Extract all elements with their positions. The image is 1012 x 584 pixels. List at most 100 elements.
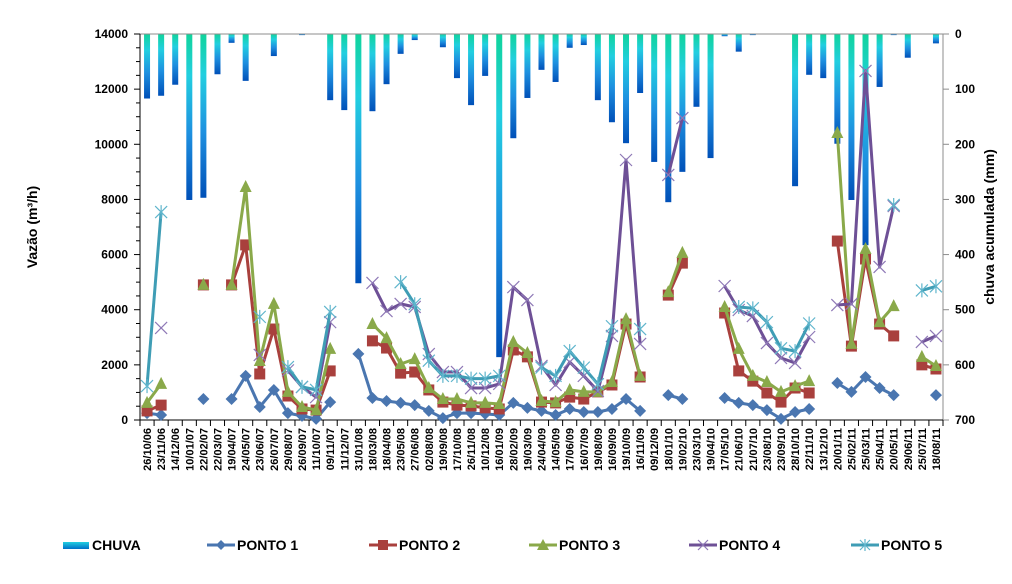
left-tick-label: 10000 (95, 137, 129, 151)
x-tick-label: 23/06/07 (255, 428, 267, 471)
data-point (746, 399, 759, 412)
series-line (399, 281, 500, 381)
x-tick-label: 23/08/10 (762, 428, 774, 471)
data-point (732, 341, 745, 354)
data-point (577, 406, 590, 419)
diamond-marker-icon (207, 540, 235, 550)
data-point (915, 349, 928, 362)
rain-bar (397, 34, 404, 54)
rain-bar (806, 34, 813, 75)
x-tick-label: 19/09/08 (438, 428, 450, 471)
data-point (366, 335, 378, 347)
x-tick-label: 23/05/08 (396, 428, 408, 471)
data-point (281, 407, 294, 420)
data-point (408, 399, 421, 412)
data-point (760, 315, 774, 330)
rain-bars (144, 34, 939, 358)
left-axis-title: Vazão (m³/h) (24, 186, 40, 268)
legend-item-ponto-1: PONTO 1 (207, 533, 298, 557)
data-point (395, 367, 407, 379)
legend: CHUVA PONTO 1 PONTO 2 PONTO 3 PONTO 4 PO… (0, 533, 1012, 557)
data-point (929, 279, 943, 294)
data-point (140, 379, 154, 394)
series-line (738, 305, 811, 353)
star-marker-icon (851, 539, 879, 551)
data-point (507, 344, 519, 356)
rain-bar (862, 34, 869, 246)
data-point (761, 387, 773, 399)
x-tick-label: 28/02/09 (508, 428, 520, 471)
rain-bar (299, 34, 306, 36)
left-tick-label: 4000 (101, 303, 128, 317)
data-point (366, 276, 379, 290)
legend-item-ponto-5: PONTO 5 (851, 533, 942, 557)
legend-label: PONTO 4 (719, 537, 781, 553)
rain-bar (693, 34, 700, 107)
series-ponto-1 (141, 347, 942, 425)
data-point (296, 400, 309, 413)
rain-bar (552, 34, 559, 82)
right-tick-label: 400 (955, 248, 975, 262)
rain-bar (214, 34, 221, 75)
x-tick-label: 19/02/10 (677, 428, 689, 471)
right-tick-label: 300 (955, 192, 975, 206)
data-point (310, 403, 323, 416)
data-point (676, 245, 689, 258)
data-point (916, 359, 928, 371)
data-point (831, 125, 844, 138)
x-tick-label: 09/12/09 (649, 428, 661, 471)
x-tick-label: 16/07/09 (579, 428, 591, 471)
x-axis-tick-labels: 26/10/06 23/11/06 14/12/06 10/01/07 22/02/07… (142, 428, 943, 471)
series-ponto-3 (141, 125, 942, 416)
left-tick-label: 14000 (95, 27, 129, 41)
data-point (408, 352, 421, 365)
data-point (394, 275, 408, 290)
data-point (155, 399, 167, 411)
data-point (535, 393, 548, 406)
data-point (915, 335, 929, 349)
rain-bar (228, 34, 235, 43)
data-point (493, 397, 506, 410)
data-point (605, 374, 618, 387)
data-point (929, 358, 942, 371)
data-point (492, 368, 506, 383)
data-point (394, 297, 408, 311)
rain-bar (524, 34, 531, 98)
data-point (380, 331, 393, 344)
series-ponto-2 (141, 235, 942, 417)
legend-label: PONTO 2 (399, 537, 461, 553)
data-point (915, 283, 929, 298)
rain-bar (707, 34, 714, 159)
data-point (352, 347, 365, 360)
data-point (577, 384, 590, 397)
data-point (451, 399, 463, 411)
left-tick-label: 2000 (101, 358, 128, 372)
data-point (450, 368, 464, 383)
data-point (381, 342, 393, 354)
data-point (436, 412, 449, 425)
x-tick-label: 11/12/07 (339, 428, 351, 470)
data-point (591, 406, 604, 419)
x-tick-label: 13/12/10 (818, 428, 830, 471)
data-point (563, 344, 577, 359)
rain-bar (510, 34, 517, 139)
left-tick-label: 0 (121, 413, 128, 427)
x-tick-label: 31/01/08 (353, 428, 365, 471)
data-point (366, 317, 379, 330)
series-line (145, 211, 163, 387)
legend-bar-swatch (63, 542, 89, 549)
series-line (921, 284, 937, 292)
x-tick-label: 22/11/10 (804, 428, 816, 470)
flow-series (140, 64, 943, 425)
rain-bar (468, 34, 475, 106)
data-point (521, 401, 534, 414)
data-point (929, 329, 943, 343)
x-tick-label: 24/04/09 (537, 428, 549, 471)
data-point (521, 346, 534, 359)
data-point (774, 412, 787, 425)
left-tick-label: 12000 (95, 82, 129, 96)
data-point (887, 389, 900, 402)
rain-bar (341, 34, 348, 111)
data-point (873, 315, 886, 328)
data-point (310, 412, 323, 425)
